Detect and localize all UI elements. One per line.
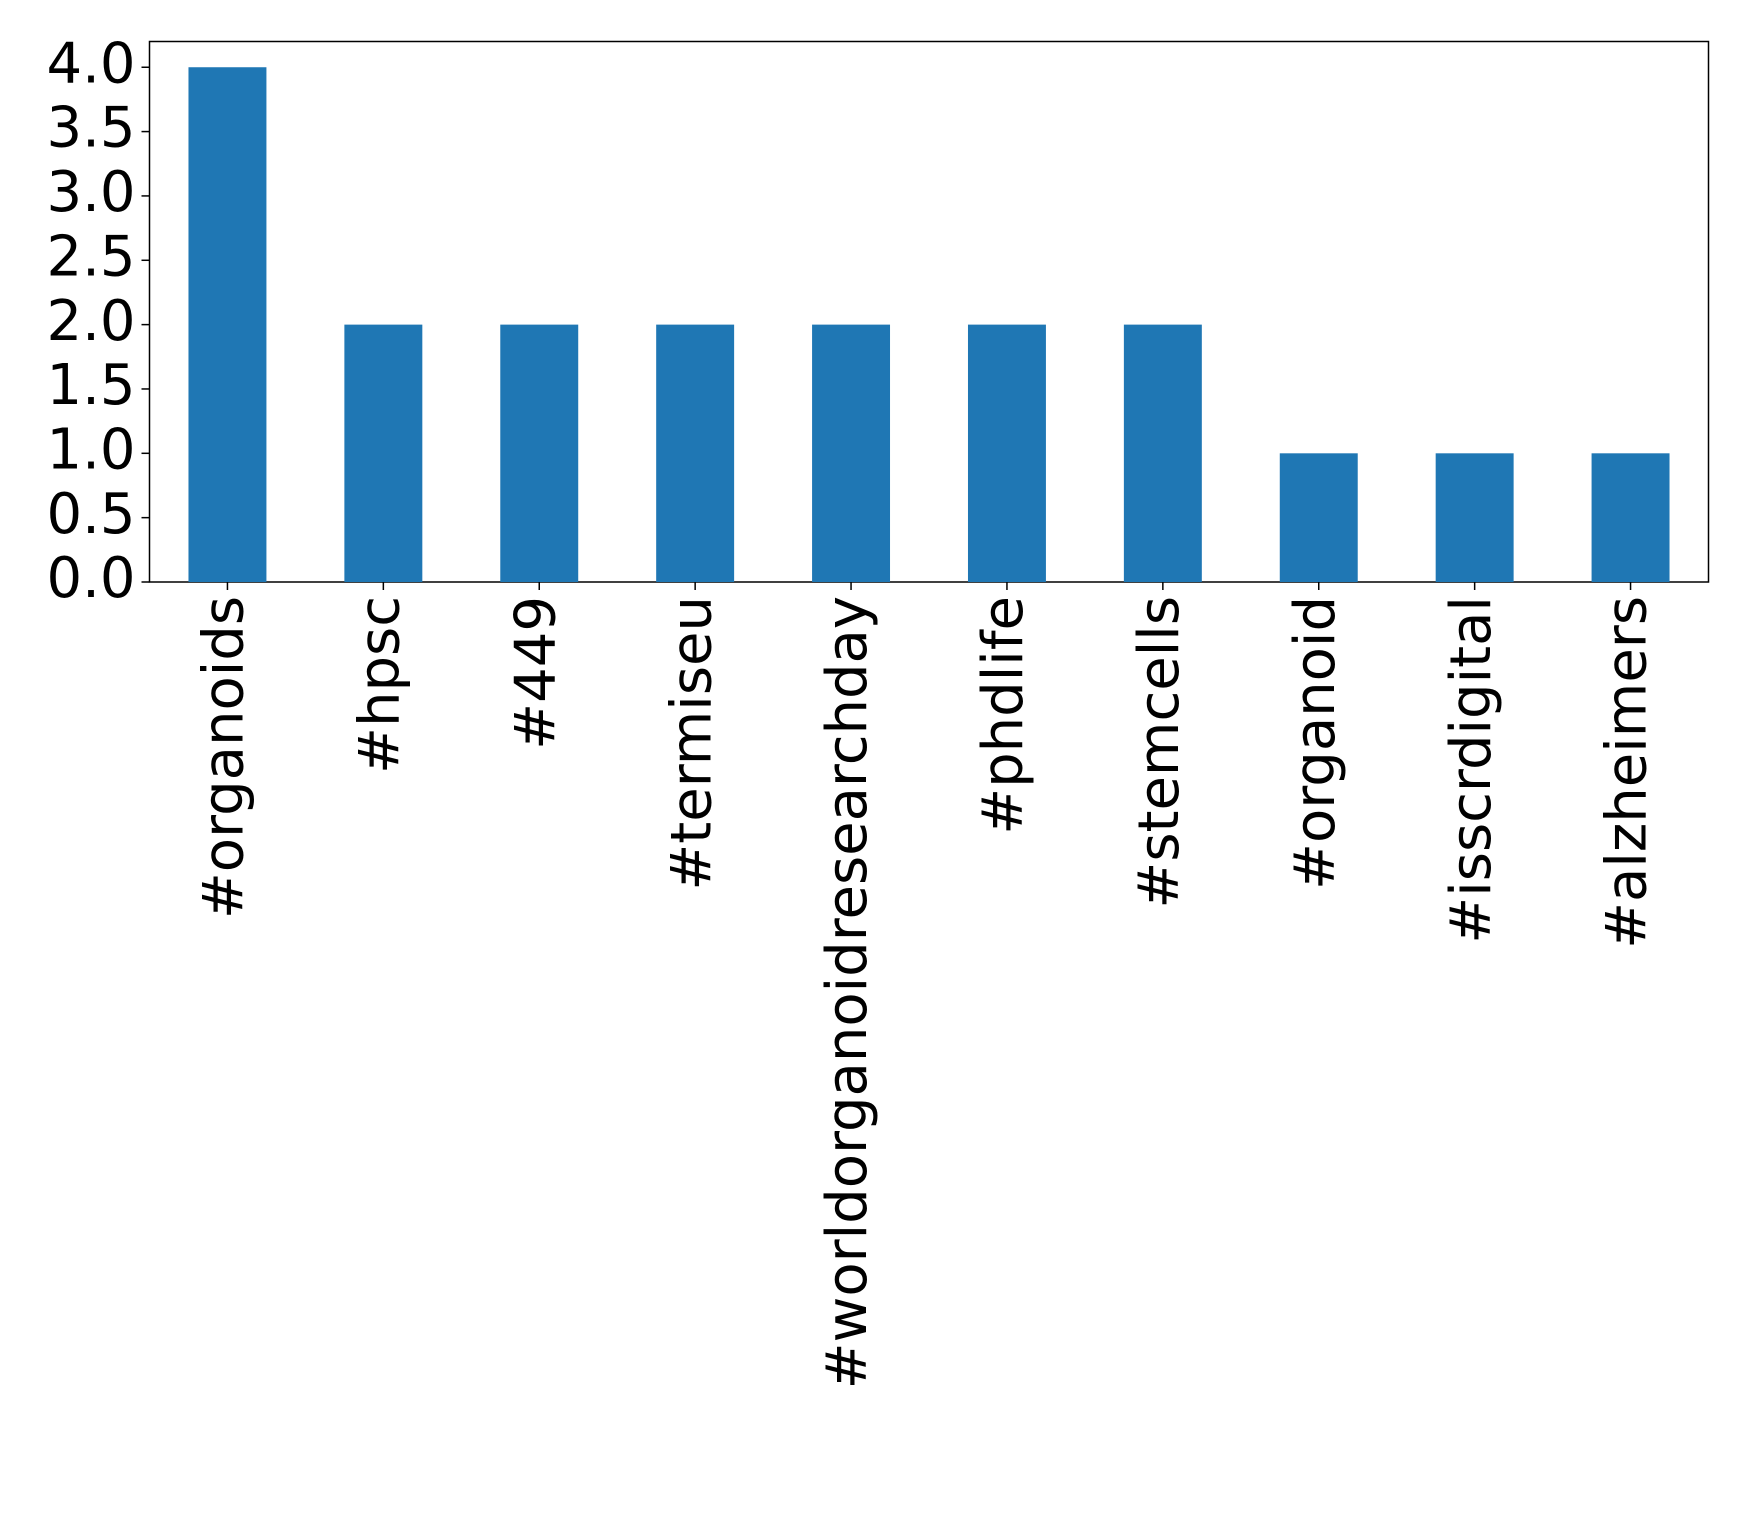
y-tick-label: 1.5 [46,353,135,418]
x-tick-label: #phdlife [971,596,1036,835]
x-tick-label: #organoids [192,596,257,919]
x-tick-label: #worldorganoidresearchday [815,596,880,1389]
x-tick-label: #termiseu [659,596,724,891]
bar [656,324,735,582]
bar [1279,453,1358,582]
x-tick-label: #organoid [1283,596,1348,890]
y-tick-label: 2.0 [46,289,135,354]
y-tick-label: 0.5 [46,482,135,547]
bar [1435,453,1514,582]
bar [188,67,267,582]
bar [812,324,891,582]
bar [344,324,423,582]
bar [1123,324,1202,582]
bar [1591,453,1670,582]
x-tick-label: #hpsc [347,596,412,774]
y-tick-label: 3.0 [46,160,135,225]
y-tick-label: 1.0 [46,417,135,482]
plot-frame [148,40,1710,583]
y-tick-label: 2.5 [46,224,135,289]
bar [967,324,1046,582]
bar [500,324,579,582]
x-tick-label: #stemcells [1127,596,1192,909]
y-tick-label: 4.0 [46,31,135,96]
x-tick-label: #alzheimers [1595,596,1660,949]
x-tick-label: #isscrdigital [1439,596,1504,944]
y-tick-label: 3.5 [46,96,135,161]
y-tick-label: 0.0 [46,546,135,611]
x-tick-label: #449 [503,596,568,750]
